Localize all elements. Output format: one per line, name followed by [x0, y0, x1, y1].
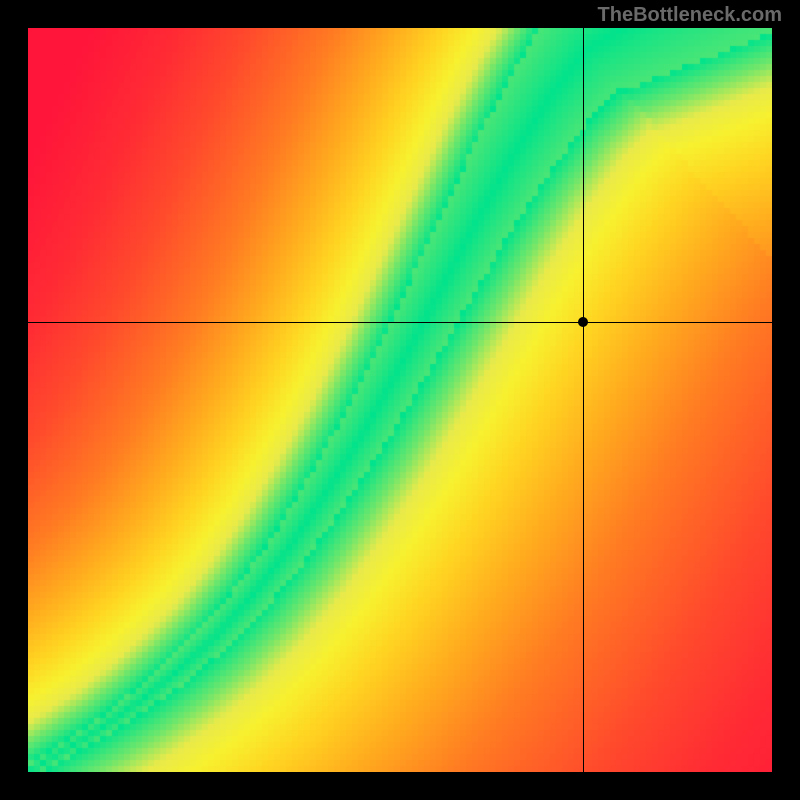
watermark-text: TheBottleneck.com [598, 4, 782, 27]
crosshair-marker [578, 317, 588, 327]
chart-container: { "meta": { "source_watermark": "TheBott… [0, 0, 800, 800]
crosshair-horizontal-line [28, 322, 772, 323]
bottleneck-heatmap [28, 28, 772, 772]
crosshair-vertical-line [583, 28, 584, 772]
